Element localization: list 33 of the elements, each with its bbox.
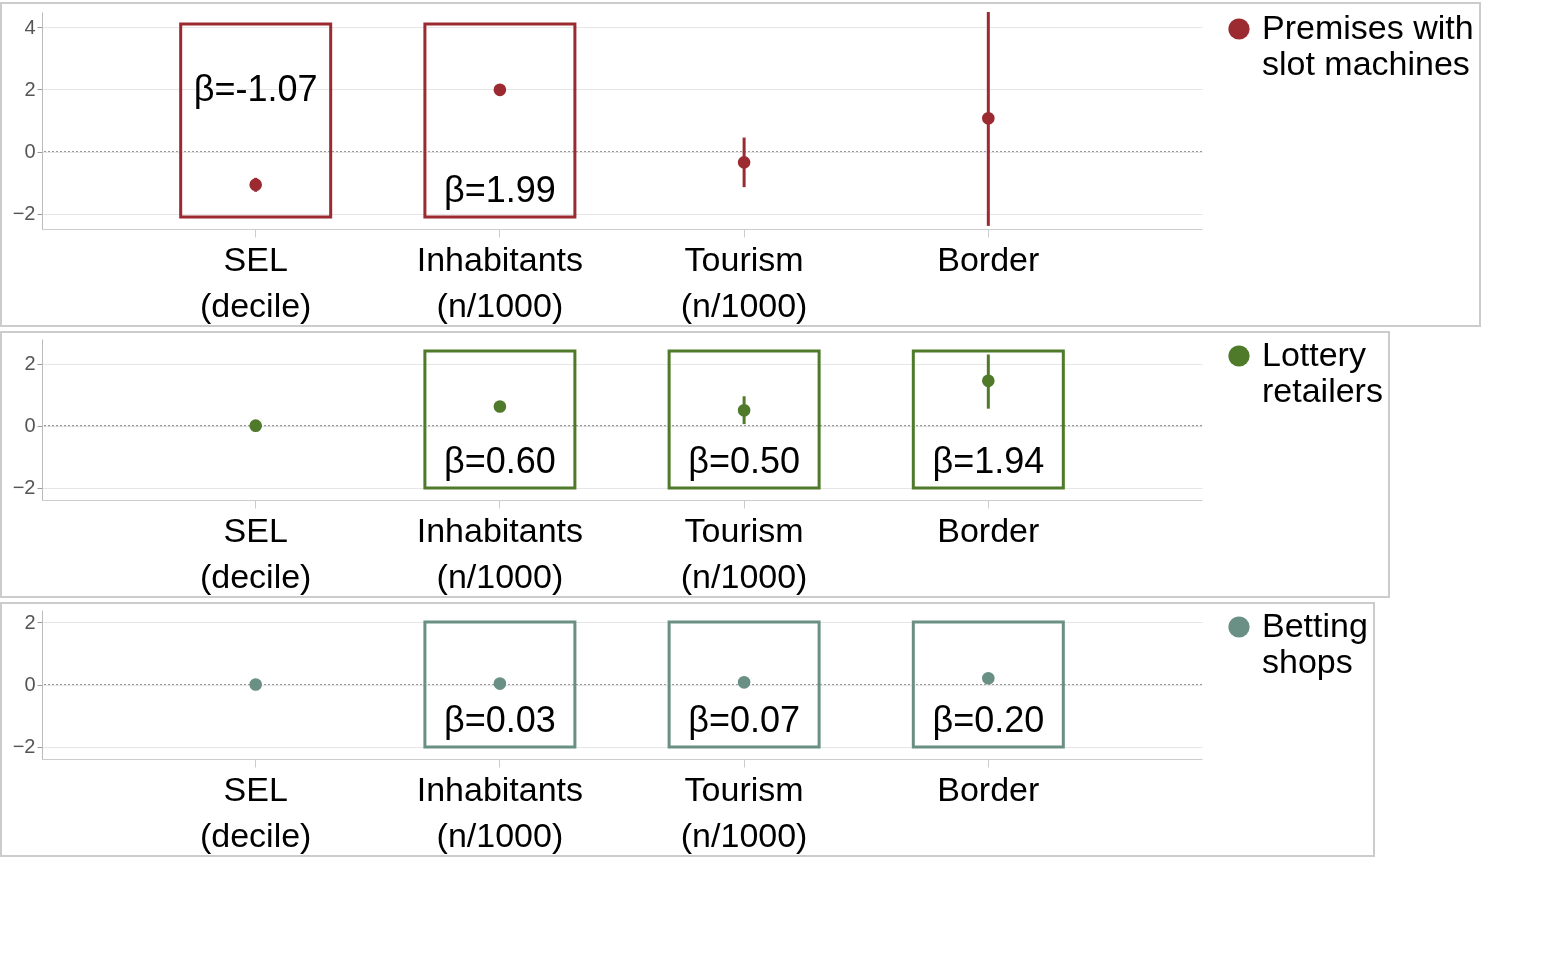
y-tick-label: 0 (24, 414, 36, 437)
annotation: β=1.94 (932, 440, 1045, 481)
x-tick-label: SEL (decile) (199, 510, 312, 595)
x-tick-label: Border (937, 239, 1040, 278)
x-tick-label: Inhabitants (n/1000) (416, 510, 584, 595)
y-tick-label: −2 (12, 476, 36, 499)
annotation: β=0.03 (444, 699, 556, 740)
annotation: β=1.99 (444, 169, 556, 210)
annotation: β=0.50 (688, 440, 800, 481)
x-tick-label: Inhabitants (n/1000) (416, 239, 584, 324)
legend-label: Betting shops (1262, 606, 1368, 680)
x-tick-label: Tourism (n/1000) (680, 769, 808, 854)
x-tick-label: Border (937, 510, 1040, 549)
y-tick-label: 0 (24, 673, 36, 695)
x-tick-label: Tourism (n/1000) (680, 239, 808, 324)
y-tick-label: 4 (24, 16, 36, 38)
y-tick-label: −2 (12, 735, 36, 758)
annotation: β=0.60 (444, 440, 556, 481)
y-tick-label: 2 (24, 352, 36, 375)
x-tick-label: SEL (decile) (199, 239, 312, 324)
y-tick-label: 2 (24, 78, 36, 100)
y-tick-label: 2 (24, 610, 36, 633)
x-tick-label: Tourism (n/1000) (680, 510, 808, 595)
annotation: β=-1.07 (193, 68, 318, 109)
x-tick-label: Border (937, 769, 1040, 808)
annotation: β=0.20 (932, 699, 1045, 740)
y-tick-label: 0 (24, 140, 36, 162)
legend-label: Premises with slot machines (1262, 8, 1474, 82)
y-tick-label: −2 (12, 202, 36, 224)
annotation: β=0.07 (688, 699, 800, 740)
x-tick-label: SEL (decile) (199, 769, 312, 854)
x-tick-label: Inhabitants (n/1000) (416, 769, 584, 854)
legend-label: Lottery retailers (1262, 335, 1383, 409)
